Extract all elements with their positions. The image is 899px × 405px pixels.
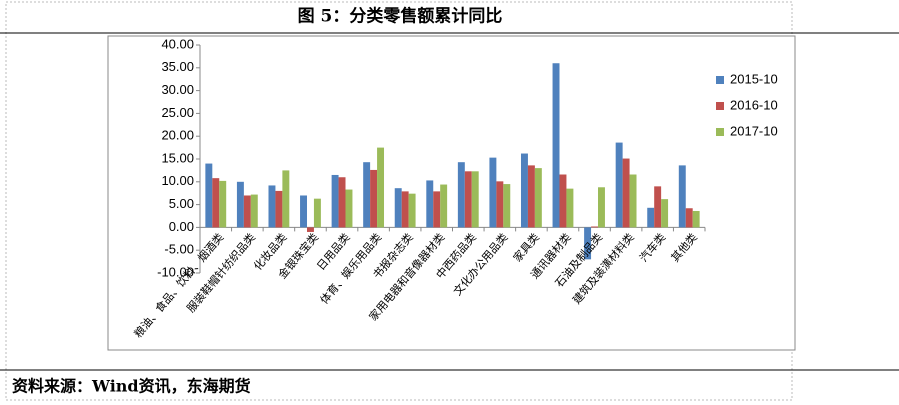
bar [678,165,686,228]
bar [306,227,314,232]
y-tick-label: 5.00 [169,196,194,211]
legend-label: 2017-10 [730,123,778,138]
bar [598,187,605,228]
legend-label: 2015-10 [730,71,778,86]
bar [236,181,244,228]
bar [629,174,637,228]
bar [205,163,213,228]
legend-swatch [716,76,724,84]
source-note: 资料来源：Wind资讯，东海期货 [12,377,251,396]
y-tick-label: 35.00 [161,59,194,74]
bar [268,185,276,228]
legend-swatch [716,128,724,136]
y-tick-label: -5.00 [164,242,194,257]
legend-swatch [716,102,724,110]
bar [520,153,528,228]
bar [692,210,700,228]
y-tick-label: 15.00 [161,150,194,165]
bar [489,157,497,228]
y-tick-label: 20.00 [161,128,194,143]
bar [370,169,378,228]
bar [464,171,472,228]
bar [685,208,693,228]
bar [313,198,321,228]
bar [363,162,371,228]
bar [566,188,574,228]
bar [647,207,655,228]
legend-label: 2016-10 [730,97,778,112]
bar [496,181,504,228]
bar [457,162,465,228]
y-tick-label: 40.00 [161,36,194,51]
bar [527,165,535,228]
bar [433,191,441,228]
bar [584,227,592,260]
bar [401,191,409,228]
bar [275,190,283,228]
bar [300,195,307,228]
bar [243,195,251,228]
bar [615,142,623,228]
bar [534,168,542,228]
bar [654,186,662,228]
bar [331,174,339,228]
chart-title: 图 5：分类零售额累计同比 [298,6,503,27]
bar [394,188,402,228]
bar [559,174,567,228]
y-tick-label: -10.00 [157,264,194,279]
bar [471,171,479,228]
bar [622,158,630,228]
bar [250,194,258,228]
bar [345,189,353,228]
bar [408,193,416,228]
y-tick-label: 30.00 [161,82,194,97]
bar [212,178,220,228]
y-tick-label: 10.00 [161,173,194,188]
bar [552,63,560,228]
bar [282,170,290,228]
bar [661,199,669,228]
bar [440,184,448,228]
bar [426,180,434,228]
y-tick-label: 0.00 [169,219,194,234]
bar [503,184,511,228]
y-tick-label: 25.00 [161,105,194,120]
bar [219,180,227,228]
bar [591,226,599,228]
bar [377,147,385,228]
bar [338,177,346,228]
